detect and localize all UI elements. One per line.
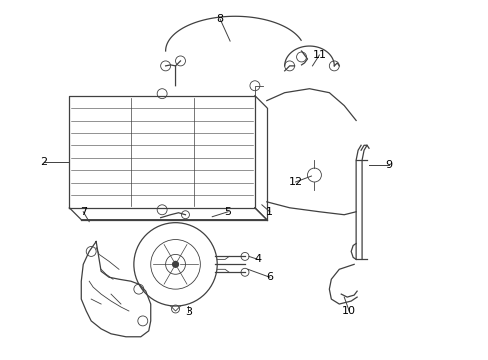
Text: 6: 6 <box>266 272 273 282</box>
Text: 10: 10 <box>342 306 355 316</box>
Text: 9: 9 <box>385 160 392 170</box>
Text: 8: 8 <box>216 14 224 24</box>
Text: 4: 4 <box>254 255 261 264</box>
Circle shape <box>172 261 178 267</box>
Text: 3: 3 <box>184 307 192 317</box>
Text: 2: 2 <box>40 157 47 167</box>
Text: 1: 1 <box>266 207 273 217</box>
Text: 5: 5 <box>224 207 231 217</box>
Text: 12: 12 <box>288 177 302 187</box>
Text: 11: 11 <box>312 50 326 60</box>
Text: 7: 7 <box>80 207 87 217</box>
